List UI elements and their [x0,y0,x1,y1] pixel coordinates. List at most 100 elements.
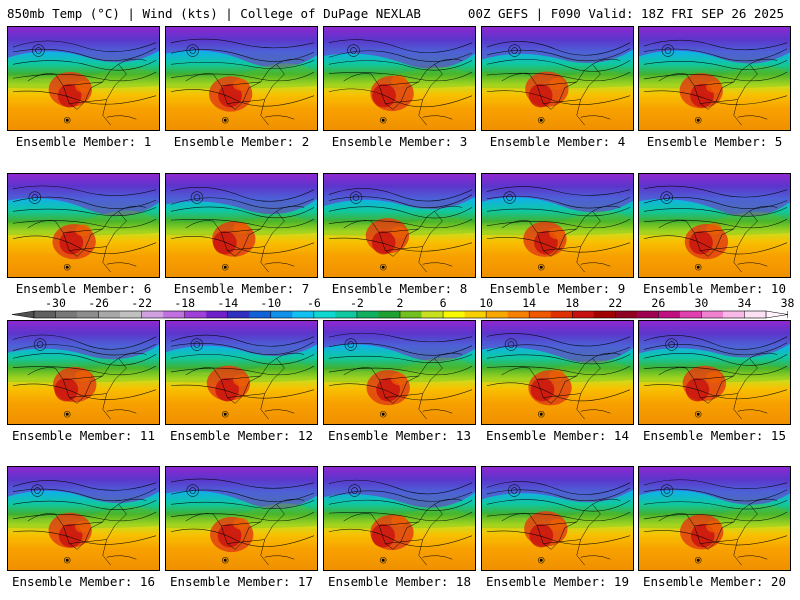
ensemble-member-label: Ensemble Member: 12 [170,428,313,443]
ensemble-map-graphic [639,174,790,277]
ensemble-member-label: Ensemble Member: 2 [173,134,310,149]
map-title: 850mb Temp (°C) | Wind (kts) | College o… [7,6,421,21]
colorbar-tick-label: -26 [88,296,109,310]
colorbar-tick-label: -18 [174,296,195,310]
temperature-colorbar: -30 -26 -22 -18 -14 -10 -6 -2 2 6 10 14 18 22 26 30 34 38… [11,296,795,319]
ensemble-member-label: Ensemble Member: 18 [328,574,471,589]
ensemble-member-label: Ensemble Member: 19 [486,574,629,589]
ensemble-map-graphic [8,321,159,424]
colorbar-segment [615,311,638,318]
ensemble-member-label: Ensemble Member: 8 [331,281,468,296]
colorbar-segment [34,311,56,318]
ensemble-member-label: Ensemble Member: 7 [173,281,310,296]
colorbar-segment [55,311,78,318]
colorbar-segment [292,311,315,318]
colorbar-tick-label: 38 [781,296,795,310]
colorbar-tick-label: 2 [397,296,404,310]
ensemble-map-graphic [482,174,633,277]
ensemble-member-label: Ensemble Member: 14 [486,428,629,443]
colorbar-segment [227,311,250,318]
ensemble-member-map [481,173,634,278]
colorbar-segment [335,311,358,318]
colorbar-segment [529,311,552,318]
ensemble-member-map [7,173,160,278]
colorbar-segment [658,311,681,318]
colorbar-tick-label: -10 [260,296,281,310]
ensemble-member-map [323,26,476,131]
colorbar-segment [593,311,616,318]
ensemble-map-graphic [8,467,159,570]
ensemble-member-label: Ensemble Member: 16 [12,574,155,589]
ensemble-member-label: Ensemble Member: 15 [643,428,786,443]
ensemble-member-map [165,320,318,425]
ensemble-map-graphic [166,467,317,570]
ensemble-map-graphic [166,321,317,424]
ensemble-map-graphic [482,27,633,130]
ensemble-map-graphic [639,467,790,570]
ensemble-map-graphic [8,27,159,130]
colorbar-segment [744,311,767,318]
colorbar-segment [98,311,121,318]
valid-time-label: 00Z GEFS | F090 Valid: 18Z FRI SEP 26 20… [467,6,784,21]
ensemble-member-label: Ensemble Member: 20 [643,574,786,589]
ensemble-member-map [7,26,160,131]
colorbar-segment [313,311,336,318]
ensemble-member-map [323,320,476,425]
ensemble-member-map [638,466,791,571]
ensemble-map-graphic [324,467,475,570]
colorbar-segment [507,311,530,318]
colorbar-tick-label: 30 [694,296,708,310]
ensemble-map-graphic [639,27,790,130]
ensemble-member-label: Ensemble Member: 17 [170,574,313,589]
ensemble-member-label: Ensemble Member: 10 [643,281,786,296]
ensemble-member-map [7,466,160,571]
ensemble-member-map [638,320,791,425]
ensemble-member-map [638,26,791,131]
ensemble-member-map [165,173,318,278]
colorbar-segment [701,311,724,318]
colorbar-segment [636,311,659,318]
ensemble-member-map [481,320,634,425]
colorbar-tick-label: 6 [440,296,447,310]
colorbar-segment [141,311,164,318]
colorbar-segment [184,311,207,318]
colorbar-tick-label: 18 [565,296,579,310]
ensemble-map-graphic [8,174,159,277]
colorbar-segment [163,311,186,318]
ensemble-member-label: Ensemble Member: 6 [15,281,152,296]
colorbar-segment [206,311,229,318]
ensemble-map-graphic [166,174,317,277]
colorbar-segment [572,311,595,318]
ensemble-member-label: Ensemble Member: 9 [489,281,626,296]
colorbar-segment [486,311,508,318]
ensemble-member-map [7,320,160,425]
ensemble-map-graphic [482,321,633,424]
colorbar-tick-label: 34 [738,296,752,310]
colorbar-segment [464,311,487,318]
colorbar-segment [356,311,379,318]
colorbar-segment [378,311,401,318]
ensemble-map-graphic [482,467,633,570]
colorbar-segment [421,311,444,318]
ensemble-member-map [165,466,318,571]
colorbar-segment [722,311,745,318]
ensemble-member-label: Ensemble Member: 11 [12,428,155,443]
colorbar-segment [120,311,142,318]
colorbar-segment [77,311,99,318]
colorbar-segment [679,311,702,318]
colorbar-tick-label: -14 [217,296,238,310]
colorbar-tick-label: -22 [131,296,152,310]
colorbar-tick-label: 22 [608,296,622,310]
ensemble-member-label: Ensemble Member: 13 [328,428,471,443]
colorbar-segment [400,311,422,318]
ensemble-member-map [638,173,791,278]
colorbar-tick-label: -6 [307,296,321,310]
colorbar-segment [270,311,293,318]
ensemble-map-graphic [324,321,475,424]
colorbar-tick-label: 26 [651,296,665,310]
ensemble-member-map [165,26,318,131]
ensemble-map-graphic [639,321,790,424]
ensemble-member-label: Ensemble Member: 4 [489,134,626,149]
colorbar-segment [249,311,272,318]
ensemble-map-graphic [166,27,317,130]
